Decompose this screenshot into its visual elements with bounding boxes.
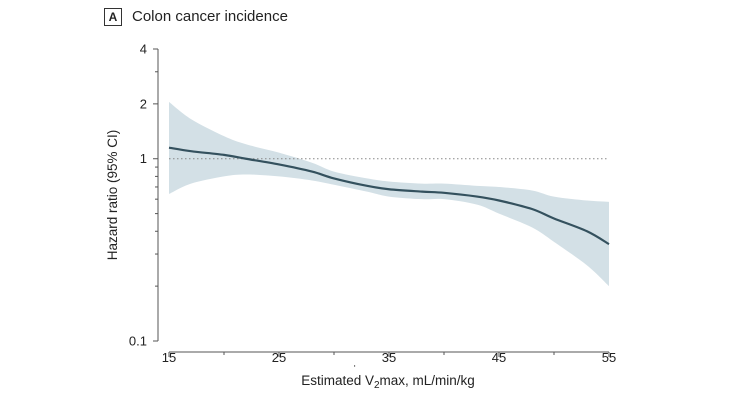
x-axis-label-sub: 2 [374, 380, 380, 391]
x-axis-label-suffix: max, mL/min/kg [380, 373, 475, 388]
panel-letter: A [104, 8, 122, 26]
y-tick-label: 4 [140, 42, 147, 57]
x-tick-label: 25 [272, 350, 286, 365]
y-tick-label: 0.1 [129, 334, 147, 349]
confidence-band [169, 101, 609, 287]
y-tick-label: 2 [140, 96, 147, 111]
x-tick-label: 45 [492, 350, 506, 365]
x-axis-label: Estimated V2max, mL/min/kg [301, 373, 475, 391]
x-tick-label: 55 [602, 350, 616, 365]
vo2-dot-accent: ˙ [353, 363, 357, 378]
x-tick-label: 35 [382, 350, 396, 365]
hazard-ratio-line [168, 146, 610, 246]
x-tick-label: 15 [162, 350, 176, 365]
x-axis-label-prefix: Estimated V [301, 373, 374, 388]
chart-title: Colon cancer incidence [132, 8, 288, 25]
y-tick-label: 1 [140, 151, 147, 166]
y-axis-label: Hazard ratio (95% CI) [105, 130, 120, 261]
